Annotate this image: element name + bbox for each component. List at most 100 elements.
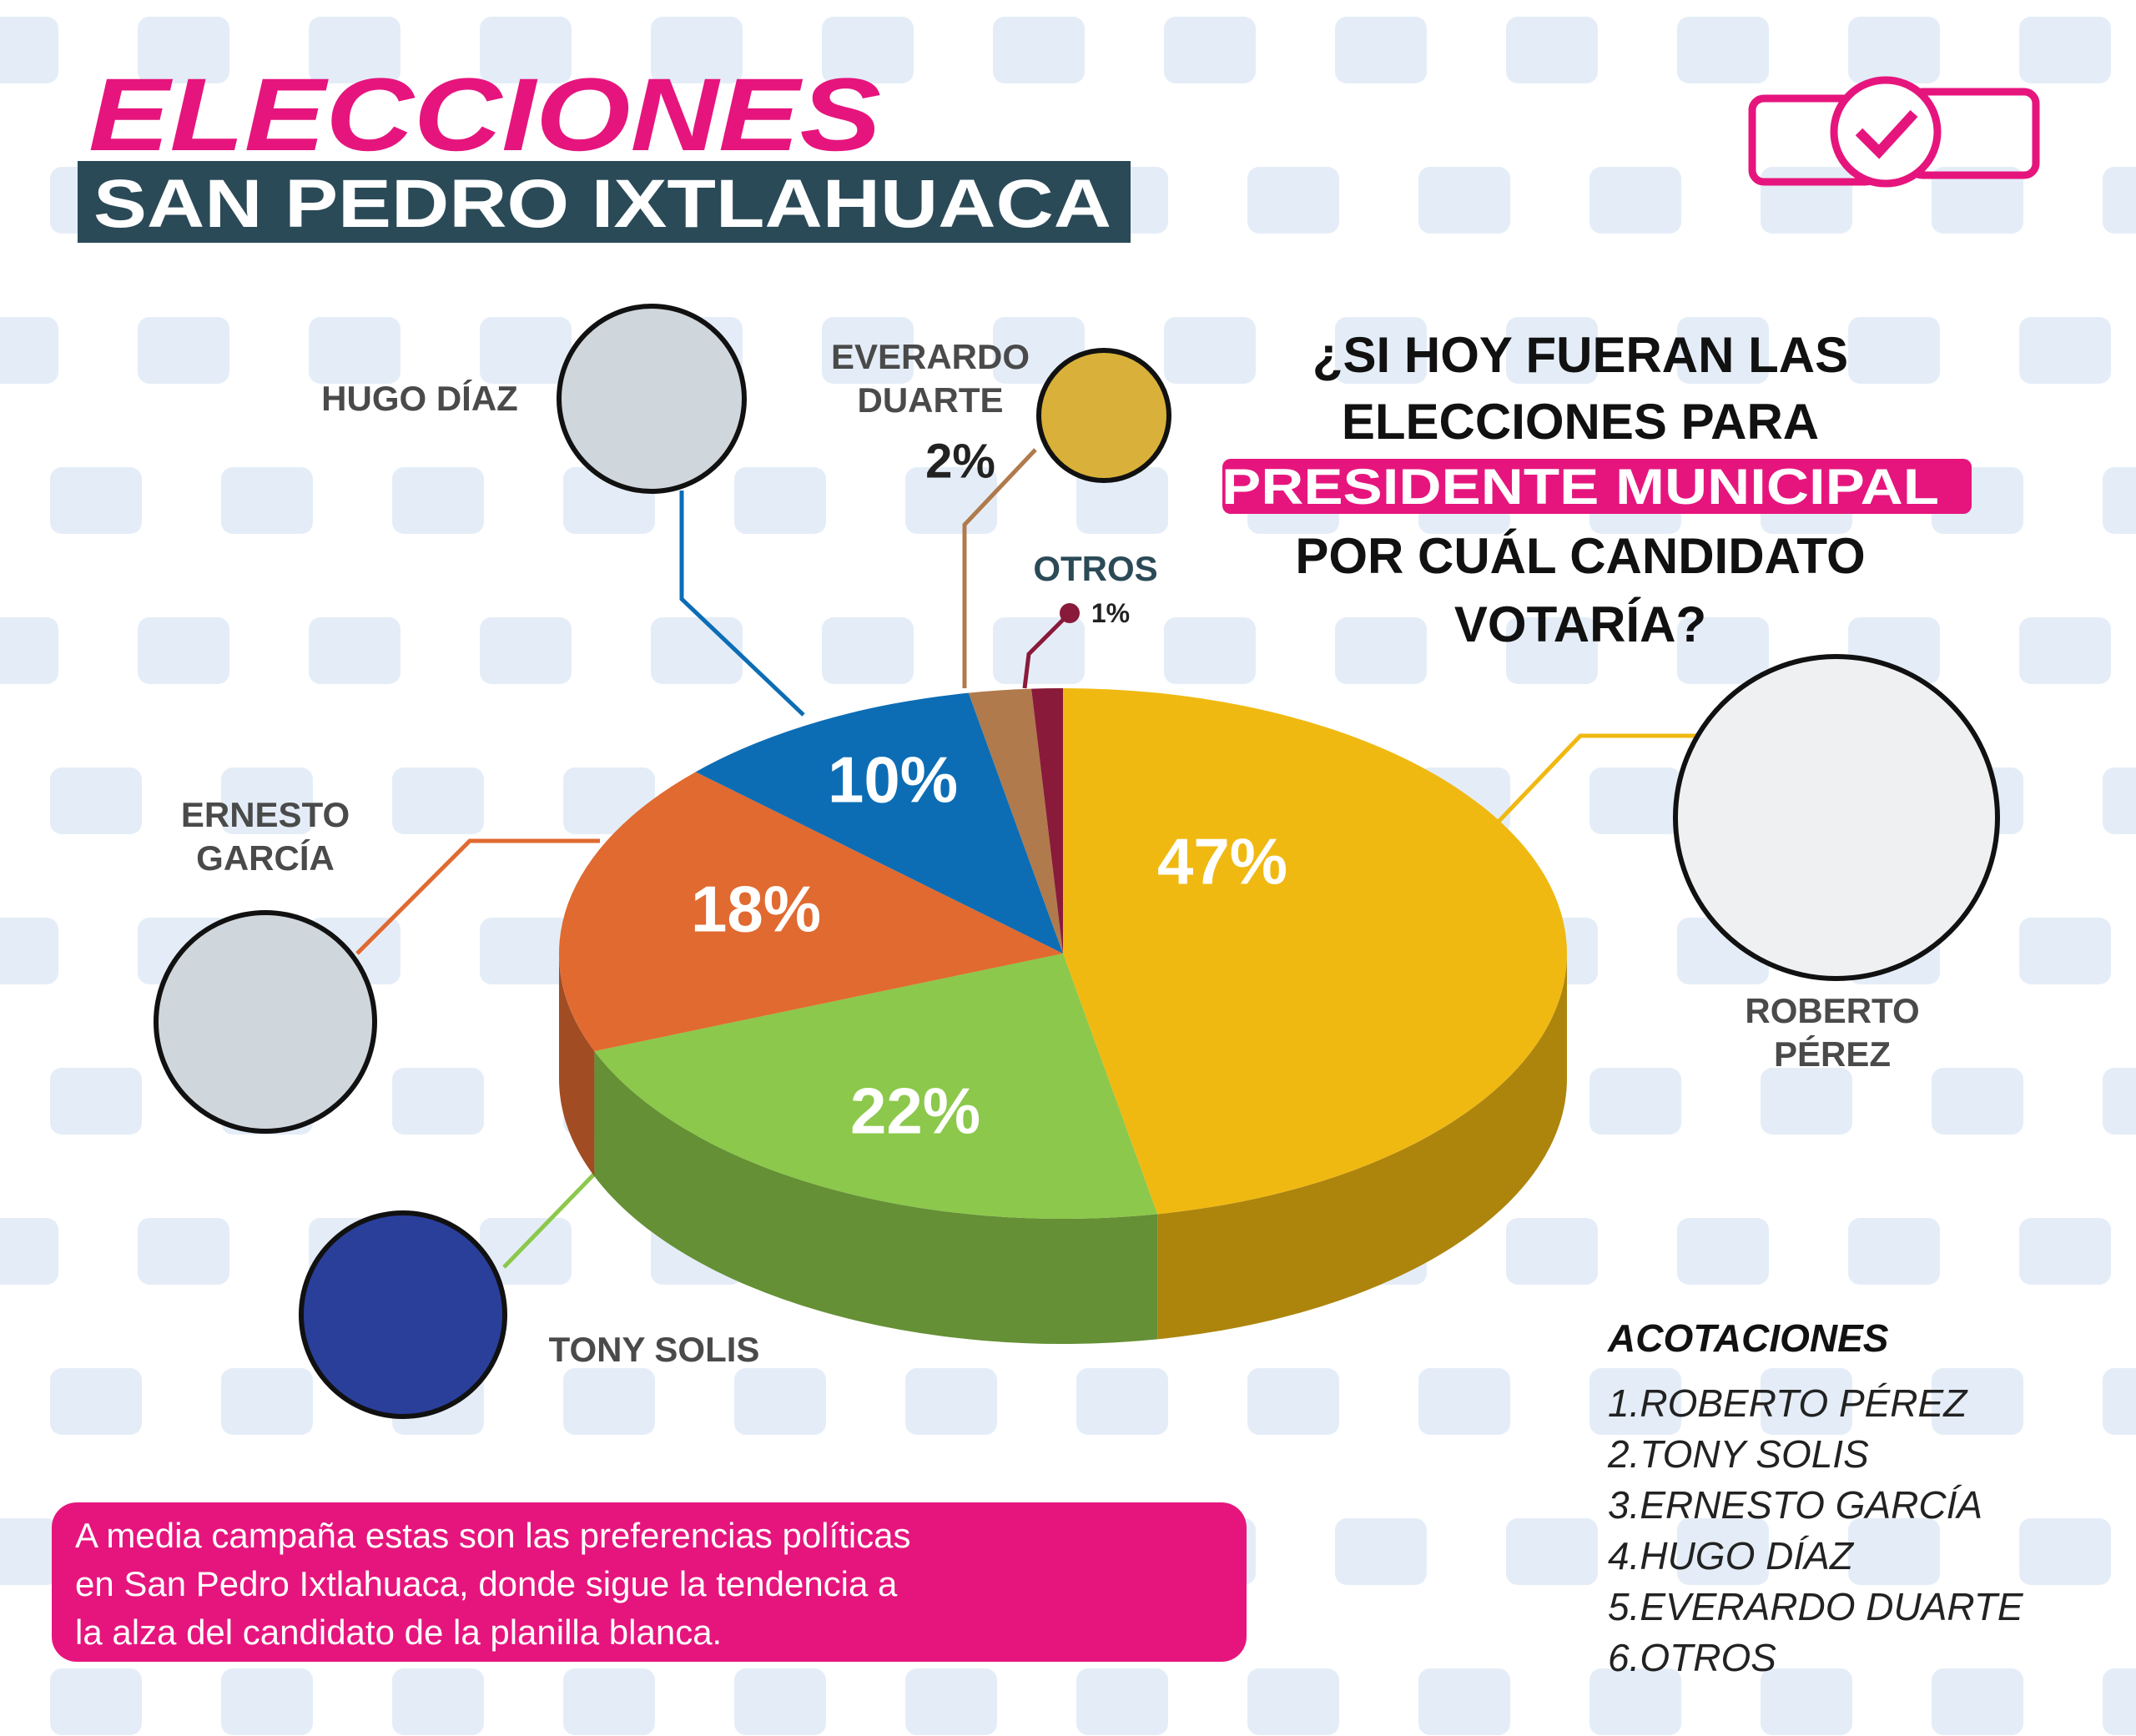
- bubble: [1076, 1668, 1168, 1735]
- bubble: [822, 17, 914, 83]
- bubble: [1761, 1068, 1852, 1135]
- legend-item: 2.TONY SOLIS: [1607, 1432, 1869, 1476]
- bubble: [2103, 767, 2136, 834]
- question-line: ¿SI HOY FUERAN LAS: [1312, 327, 1848, 383]
- legend-title: ACOTACIONES: [1607, 1316, 1889, 1360]
- candidate-name: ERNESTO GARCÍA: [180, 795, 350, 878]
- bubble: [1932, 1368, 2023, 1435]
- bubble: [50, 1368, 142, 1435]
- bubble: [2019, 17, 2111, 83]
- question: ¿SI HOY FUERAN LAS ELECCIONES PARA PRESIDE…: [1222, 327, 1972, 652]
- pie-side: [1157, 954, 1567, 1340]
- bubble: [221, 1668, 313, 1735]
- candidate-name: EVERARDO DUARTE: [830, 337, 1030, 420]
- pie-slice: [968, 688, 1063, 954]
- bubble: [138, 17, 229, 83]
- value-label: 2%: [925, 434, 995, 488]
- bubble: [1247, 1368, 1339, 1435]
- bubble: [0, 17, 58, 83]
- bubble: [1677, 1518, 1769, 1585]
- legend-item: 5.EVERARDO DUARTE: [1608, 1585, 2024, 1628]
- bubble: [734, 1368, 826, 1435]
- bubble: [1418, 1368, 1510, 1435]
- bubble: [651, 617, 743, 684]
- bubble: [480, 617, 572, 684]
- bubble: [0, 1218, 58, 1285]
- legend-item: 1.ROBERTO PÉREZ: [1608, 1381, 1968, 1425]
- bubble: [2103, 167, 2136, 234]
- bubble: [1076, 1368, 1168, 1435]
- bubble: [480, 17, 572, 83]
- note: A media campaña estas son las preferenci…: [75, 1516, 911, 1652]
- bubble: [392, 1068, 484, 1135]
- note-line: A media campaña estas son las preferenci…: [75, 1516, 911, 1555]
- bubble: [50, 1668, 142, 1735]
- bubble: [1506, 1518, 1598, 1585]
- question-highlight: PRESIDENTE MUNICIPAL: [1222, 459, 1939, 515]
- bubble: [1164, 317, 1256, 384]
- bubble: [50, 767, 142, 834]
- candidate-name: OTROS: [1033, 549, 1158, 588]
- bubble: [822, 617, 914, 684]
- bubble: [50, 1068, 142, 1135]
- pie-slice: [695, 692, 1063, 954]
- bubble: [1589, 767, 1681, 834]
- bubble: [734, 467, 826, 534]
- bubble: [2019, 918, 2111, 984]
- logo: [1748, 76, 2040, 188]
- bubble: [1677, 617, 1769, 684]
- question-line: POR CUÁL CANDIDATO: [1295, 528, 1865, 584]
- bubble: [1076, 467, 1168, 534]
- value-label: 18%: [691, 872, 821, 945]
- bubble: [563, 1368, 655, 1435]
- chart-title: ELECCIONES: [88, 58, 881, 173]
- bubble: [1932, 1668, 2023, 1735]
- bubble: [221, 467, 313, 534]
- bubble: [309, 317, 400, 384]
- chart-subtitle: SAN PEDRO IXTLAHUACA: [93, 166, 1111, 242]
- bubble: [2019, 617, 2111, 684]
- bubble: [1589, 1668, 1681, 1735]
- bubble: [993, 17, 1085, 83]
- note-line: la alza del candidato de la planilla bla…: [75, 1613, 722, 1652]
- bubble: [1506, 1218, 1598, 1285]
- bubble: [1335, 617, 1427, 684]
- bubble: [1677, 17, 1769, 83]
- bubble: [2103, 1668, 2136, 1735]
- bubble: [822, 317, 914, 384]
- bubble: [1335, 317, 1427, 384]
- bubble: [1506, 617, 1598, 684]
- bubble: [480, 317, 572, 384]
- bubble: [1418, 1668, 1510, 1735]
- bubble: [1589, 1368, 1681, 1435]
- bubble: [0, 1518, 58, 1585]
- subtitle-box: [78, 161, 1131, 243]
- bubble: [1589, 167, 1681, 234]
- bubble: [392, 1668, 484, 1735]
- bubble: [1848, 317, 1940, 384]
- bubble: [2103, 467, 2136, 534]
- bubble: [1164, 617, 1256, 684]
- bubble: [1677, 317, 1769, 384]
- pie-slice: [1063, 688, 1567, 1215]
- bubble: [0, 918, 58, 984]
- pie-slice: [594, 954, 1158, 1219]
- bubble: [1335, 17, 1427, 83]
- bubble: [50, 467, 142, 534]
- bubble: [1932, 1068, 2023, 1135]
- value-label: 22%: [850, 1074, 980, 1147]
- bubble: [1589, 1068, 1681, 1135]
- legend-item: 4.HUGO DÍAZ: [1608, 1534, 1855, 1577]
- candidate-name: TONY SOLIS: [548, 1330, 760, 1369]
- bubble: [0, 617, 58, 684]
- bubble: [309, 617, 400, 684]
- bubble: [2019, 1518, 2111, 1585]
- bubble: [1335, 1518, 1427, 1585]
- value-label: 10%: [828, 742, 958, 816]
- bubble: [1761, 1668, 1852, 1735]
- bubble: [2103, 1368, 2136, 1435]
- bubble: [392, 467, 484, 534]
- bubble: [221, 767, 313, 834]
